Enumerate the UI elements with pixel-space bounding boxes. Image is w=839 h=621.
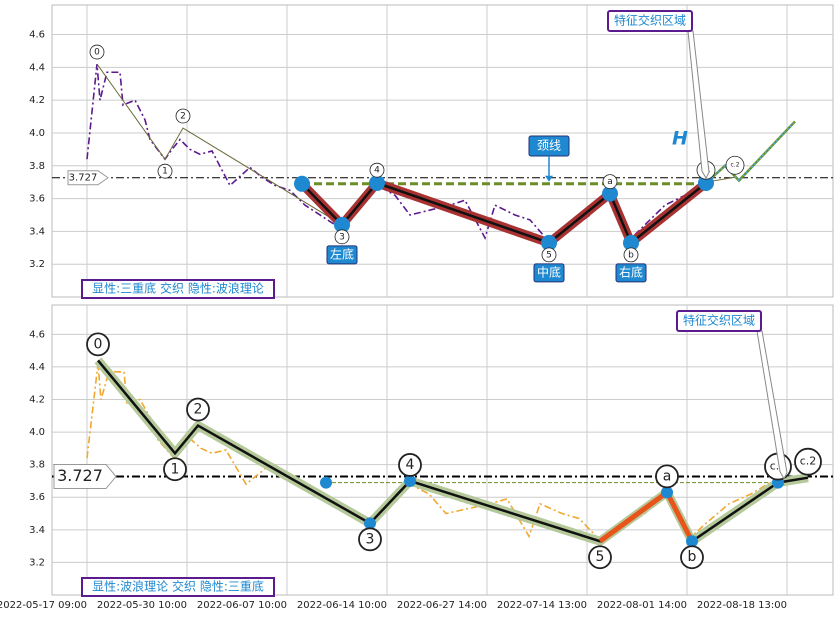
wave-label-circle (588, 545, 612, 570)
footer-label: 显性:波浪理论 交织 隐性:三重底 (92, 579, 264, 594)
wave-label: 5 (546, 250, 552, 260)
wave-label: 1 (171, 461, 180, 477)
wave-label-circle (334, 229, 350, 245)
x-tick-label: 2022-08-01 14:00 (597, 600, 687, 611)
y-tick-label: 3.8 (29, 460, 45, 471)
ref-label-box (53, 464, 117, 490)
pattern-dot (364, 517, 376, 530)
x-tick-label: 2022-06-14 10:00 (297, 600, 387, 611)
pattern-dot (602, 185, 618, 202)
footer-box (81, 279, 275, 299)
y-tick-label: 4.6 (29, 329, 45, 340)
pattern-dot (623, 234, 639, 251)
y-tick-label: 3.6 (29, 492, 45, 503)
y-tick-label: 3.6 (29, 194, 45, 205)
wave-label: 0 (94, 48, 100, 58)
wave-label-circle (89, 44, 105, 60)
plot-area (51, 4, 834, 298)
bottom-label: 中底 (537, 264, 561, 279)
arrow-head (545, 175, 553, 182)
ref-label: 3.727 (57, 466, 103, 485)
wave-label-circle (369, 162, 385, 178)
wave-label-circle (157, 163, 173, 179)
wave-label: 3 (339, 232, 345, 242)
y-tick-label: 4.4 (29, 362, 45, 373)
pattern-dot (294, 175, 310, 192)
wave-label: b (688, 549, 697, 565)
pattern-dot (369, 174, 385, 191)
pattern-dot (404, 474, 416, 487)
y-tick-label: 3.4 (29, 226, 45, 237)
wave-label: 1 (162, 167, 168, 177)
wave-label: b (628, 250, 634, 260)
wave-label-circle (358, 527, 382, 552)
wave-label-circle (398, 453, 422, 477)
wave-label-circle (623, 247, 639, 263)
wave-label: 2 (180, 112, 186, 122)
x-tick-label: 2022-06-07 10:00 (197, 600, 287, 611)
marker-label: H (672, 128, 688, 150)
wave-label-circle (602, 174, 618, 190)
wave-label-circle (655, 464, 679, 489)
label-box (615, 263, 647, 283)
wave-label-circle (186, 397, 210, 422)
x-tick-label: 2022-07-14 13:00 (497, 600, 587, 611)
footer-label: 显性:三重底 交织 隐性:波浪理论 (92, 281, 264, 296)
pattern-dot (320, 476, 332, 489)
pattern-dot (661, 486, 673, 499)
ref-label: 3.727 (69, 173, 98, 184)
wave-label: a (663, 468, 672, 484)
y-tick-label: 3.4 (29, 525, 45, 536)
annotation-box (607, 10, 693, 32)
wave-label-circle (175, 108, 191, 124)
wave-label: 4 (406, 457, 415, 473)
pattern-dot (541, 234, 557, 251)
pattern-dot (698, 174, 714, 191)
wave-label: 3 (366, 531, 375, 547)
y-tick-label: 4.2 (29, 95, 45, 106)
y-tick-label: 3.8 (29, 161, 45, 172)
annotation: 特征交织区域 (614, 13, 686, 28)
wave-label: a (607, 177, 613, 187)
wave-label: 5 (596, 549, 605, 565)
wave-label: 4 (374, 166, 380, 176)
pattern-dot (686, 535, 698, 548)
y-tick-label: 3.2 (29, 557, 45, 568)
y-tick-label: 4.0 (29, 128, 45, 139)
wave-label: c.2 (730, 162, 739, 169)
projection-dots (705, 120, 796, 184)
wave-label-circle (794, 447, 822, 476)
x-tick-label: 2022-05-17 09:00 (0, 600, 87, 611)
x-tick-label: 2022-06-27 14:00 (397, 600, 487, 611)
annotation: 特征交织区域 (683, 313, 755, 328)
x-tick-label: 2022-08-18 13:00 (697, 600, 787, 611)
wave-label-circle (163, 457, 187, 482)
label-box (533, 263, 565, 283)
wave-label-circle (541, 247, 557, 263)
ref-label-box (67, 170, 109, 186)
footer-box (81, 577, 275, 597)
y-tick-label: 4.6 (29, 30, 45, 41)
bottom-label: 左底 (330, 246, 354, 261)
wave-label-circle (725, 155, 745, 175)
wave-line (97, 359, 809, 544)
wave-label-circle (680, 545, 704, 570)
wave-label: 2 (194, 402, 203, 418)
y-tick-label: 4.2 (29, 394, 45, 405)
bottom-label: 右底 (619, 264, 643, 279)
wave-label: 0 (94, 336, 103, 352)
annotation-box (676, 310, 762, 332)
x-tick-label: 2022-05-30 10:00 (97, 600, 187, 611)
label-box (326, 245, 358, 265)
y-tick-label: 4.0 (29, 427, 45, 438)
pattern-dot (334, 216, 350, 233)
y-tick-label: 4.4 (29, 62, 45, 73)
wave-label: c.2 (800, 455, 817, 468)
wave-label-circle (86, 332, 110, 357)
y-tick-label: 3.2 (29, 259, 45, 270)
neckline-label: 颈线 (537, 139, 561, 153)
